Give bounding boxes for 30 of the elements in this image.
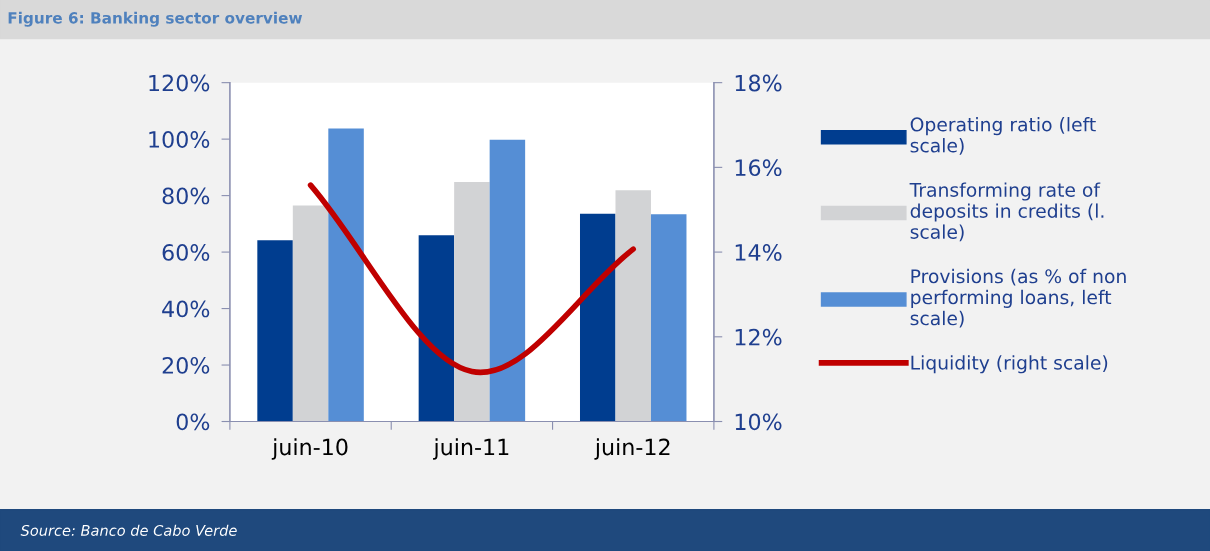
y-tick-label: 80%	[162, 187, 210, 205]
bar	[650, 214, 687, 422]
y2-tick-label: 10%	[735, 413, 782, 431]
x-tick-label: juin-10	[271, 438, 348, 460]
bar	[489, 139, 526, 422]
y-tick-label: 20%	[162, 356, 210, 374]
y-tick-label: 60%	[162, 244, 210, 261]
bar	[615, 190, 651, 422]
y-tick-label: 100%	[149, 131, 210, 148]
legend-label: Provisions (as % of non performing loans, left scale)	[910, 268, 1126, 328]
bar	[257, 240, 293, 422]
y2-tick-label: 14%	[735, 244, 782, 261]
source-note: Source: Banco de Cabo Verde	[20, 524, 237, 536]
y-tick-label: 120%	[149, 74, 210, 92]
y2-tick-label: 16%	[735, 159, 782, 177]
bar	[579, 213, 616, 422]
y2-tick-label: 12%	[735, 328, 782, 346]
y2-tick-label: 18%	[735, 74, 782, 92]
bar	[418, 235, 455, 422]
legend-label: Transforming rate of deposits in credits (l. scale)	[909, 182, 1104, 242]
bar	[454, 182, 490, 422]
y-tick-label: 0%	[176, 413, 210, 431]
legend-label: Liquidity (right scale)	[911, 355, 1108, 374]
bar	[292, 205, 329, 422]
chart-title: Figure 6: Banking sector overview	[8, 11, 303, 27]
x-tick-label: juin-11	[433, 438, 509, 460]
x-tick-label: juin-12	[594, 438, 670, 460]
y-tick-label: 40%	[162, 300, 210, 318]
bar	[328, 128, 364, 422]
legend-label: Operating ratio (left scale)	[910, 117, 1096, 155]
